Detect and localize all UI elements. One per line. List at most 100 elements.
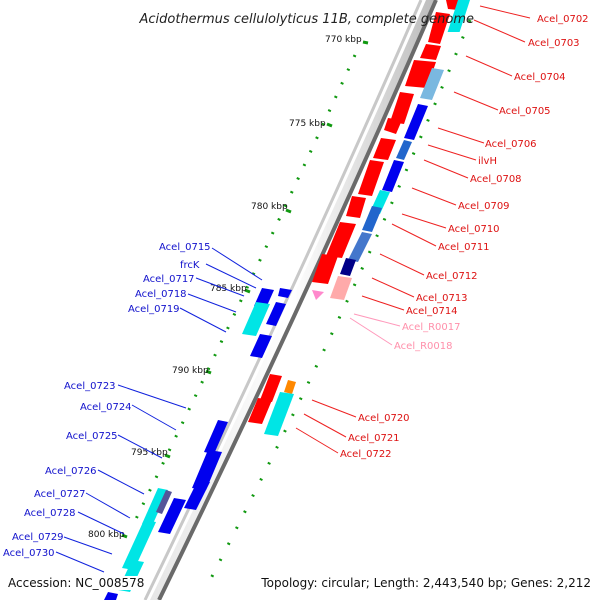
label-acel-0712[interactable]: Acel_0712 [426, 271, 478, 282]
gene-acel-0724[interactable] [192, 450, 222, 490]
tick-label-775: 775 kbp [289, 119, 326, 129]
tick-mark-800 [121, 533, 128, 539]
label-acel-0726[interactable]: Acel_0726 [45, 466, 97, 477]
gene-acel-0710[interactable] [362, 206, 382, 232]
tick-mark-770 [362, 40, 369, 45]
gene-acel-0727[interactable] [156, 490, 172, 514]
tick-label-790: 790 kbp [172, 366, 209, 376]
callout-acel-0725 [117, 434, 163, 459]
callout-acel-0719 [179, 307, 227, 333]
callout-acel-0718 [187, 293, 237, 313]
label-acel-0730[interactable]: Acel_0730 [3, 548, 55, 559]
label-acel-0721[interactable]: Acel_0721 [348, 433, 400, 444]
callout-acel-0728 [77, 511, 125, 535]
tick-mark-775 [326, 122, 333, 128]
gene-acel-r0017[interactable] [312, 290, 324, 300]
gene-acel-0708-red[interactable] [358, 160, 384, 196]
label-acel-0723[interactable]: Acel_0723 [64, 381, 116, 392]
gene-acel-0720b[interactable] [248, 398, 272, 424]
gene-acel-0709-red[interactable] [346, 196, 366, 218]
backbone-edge-outer [157, 0, 438, 600]
gene-acel-0730[interactable] [104, 592, 118, 600]
gene-frck[interactable] [278, 288, 292, 298]
gene-acel-0703b[interactable] [420, 44, 441, 60]
callout-acel-0717 [195, 277, 245, 297]
label-acel-0722[interactable]: Acel_0722 [340, 449, 392, 460]
tick-label-780: 780 kbp [251, 202, 288, 212]
gene-acel-0705b[interactable] [384, 118, 402, 134]
gene-acel-0712[interactable] [340, 258, 356, 276]
gene-acel-0721[interactable] [264, 392, 294, 436]
gene-acel-0704-cyan[interactable] [420, 68, 444, 100]
rna-callout-lines [349, 313, 401, 346]
gene-ilvh[interactable] [396, 140, 412, 160]
gene-acel-0719[interactable] [250, 334, 272, 358]
label-acel-0710[interactable]: Acel_0710 [448, 224, 500, 235]
gene-acel-0714[interactable] [330, 276, 352, 300]
label-acel-r0017[interactable]: Acel_R0017 [402, 322, 461, 333]
label-acel-0728[interactable]: Acel_0728 [24, 508, 76, 519]
gene-acel-0720[interactable] [260, 374, 282, 402]
gene-acel-0717[interactable] [242, 302, 270, 336]
forward-strand-genes [248, 0, 470, 436]
label-acel-0715[interactable]: Acel_0715 [159, 242, 211, 253]
gene-acel-0713[interactable] [312, 254, 338, 284]
callout-acel-0723 [117, 384, 187, 409]
label-acel-0720[interactable]: Acel_0720 [358, 413, 410, 424]
gene-acel-0718[interactable] [266, 302, 286, 326]
callout-acel-0720 [311, 399, 357, 418]
label-acel-0713[interactable]: Acel_0713 [416, 293, 468, 304]
gene-acel-0711[interactable] [326, 222, 356, 258]
label-acel-0714[interactable]: Acel_0714 [406, 306, 458, 317]
gene-acel-0711-blue[interactable] [348, 232, 372, 262]
label-acel-0702[interactable]: Acel_0702 [537, 14, 589, 25]
gene-acel-0726[interactable] [158, 498, 186, 534]
callout-acel-0711 [391, 223, 437, 247]
tick-mark-795 [164, 453, 171, 459]
label-acel-0729[interactable]: Acel_0729 [12, 532, 64, 543]
label-acel-0717[interactable]: Acel_0717 [143, 274, 195, 285]
label-acel-0725[interactable]: Acel_0725 [66, 431, 118, 442]
gene-acel-0705[interactable] [390, 92, 414, 124]
backbone-edge-inner [143, 0, 423, 600]
topology-label: Topology: circular; Length: 2,443,540 bp… [261, 576, 591, 590]
label-acel-0724[interactable]: Acel_0724 [80, 402, 132, 413]
gene-acel-0703[interactable] [428, 12, 450, 44]
callout-acel-0726 [97, 469, 145, 495]
tick-label-770: 770 kbp [325, 35, 362, 45]
gene-acel-0726-cyan[interactable] [142, 488, 168, 526]
gene-acel-0725[interactable] [184, 480, 210, 510]
gene-acel-0702-cyan[interactable] [447, 0, 470, 32]
label-acel-0709[interactable]: Acel_0709 [458, 201, 510, 212]
label-frck[interactable]: frcK [180, 260, 200, 271]
callout-acel-0713 [371, 277, 415, 298]
left-gene-labels: Acel_0715 frcK Acel_0717 Acel_0718 Acel_… [3, 242, 211, 559]
gene-acel-0705-blue[interactable] [404, 104, 428, 140]
label-acel-0708[interactable]: Acel_0708 [470, 174, 522, 185]
tick-label-800: 800 kbp [88, 530, 125, 540]
callout-acel-r0018 [349, 317, 393, 346]
label-acel-0703[interactable]: Acel_0703 [528, 38, 580, 49]
label-acel-0711[interactable]: Acel_0711 [438, 242, 490, 253]
label-acel-0704[interactable]: Acel_0704 [514, 72, 566, 83]
label-acel-r0018[interactable]: Acel_R0018 [394, 341, 453, 352]
callout-acel-0712 [379, 253, 425, 276]
label-acel-0727[interactable]: Acel_0727 [34, 489, 86, 500]
gene-acel-0723[interactable] [204, 420, 228, 454]
gene-acel-0728[interactable] [122, 520, 156, 570]
label-acel-0705[interactable]: Acel_0705 [499, 106, 551, 117]
gene-acel-0720-orange[interactable] [284, 380, 296, 394]
label-acel-0719[interactable]: Acel_0719 [128, 304, 180, 315]
callout-acel-0710 [401, 213, 447, 229]
tick-mark-785 [244, 288, 251, 294]
callout-acel-0703 [473, 19, 526, 43]
gene-acel-0708[interactable] [382, 160, 404, 192]
callout-acel-0730 [55, 551, 105, 573]
gene-acel-0706[interactable] [373, 138, 396, 160]
reverse-strand-genes [104, 288, 292, 600]
callout-acel-0724 [131, 404, 177, 431]
label-ilvh[interactable]: ilvH [478, 156, 497, 167]
label-acel-0718[interactable]: Acel_0718 [135, 289, 187, 300]
label-acel-0706[interactable]: Acel_0706 [485, 139, 537, 150]
